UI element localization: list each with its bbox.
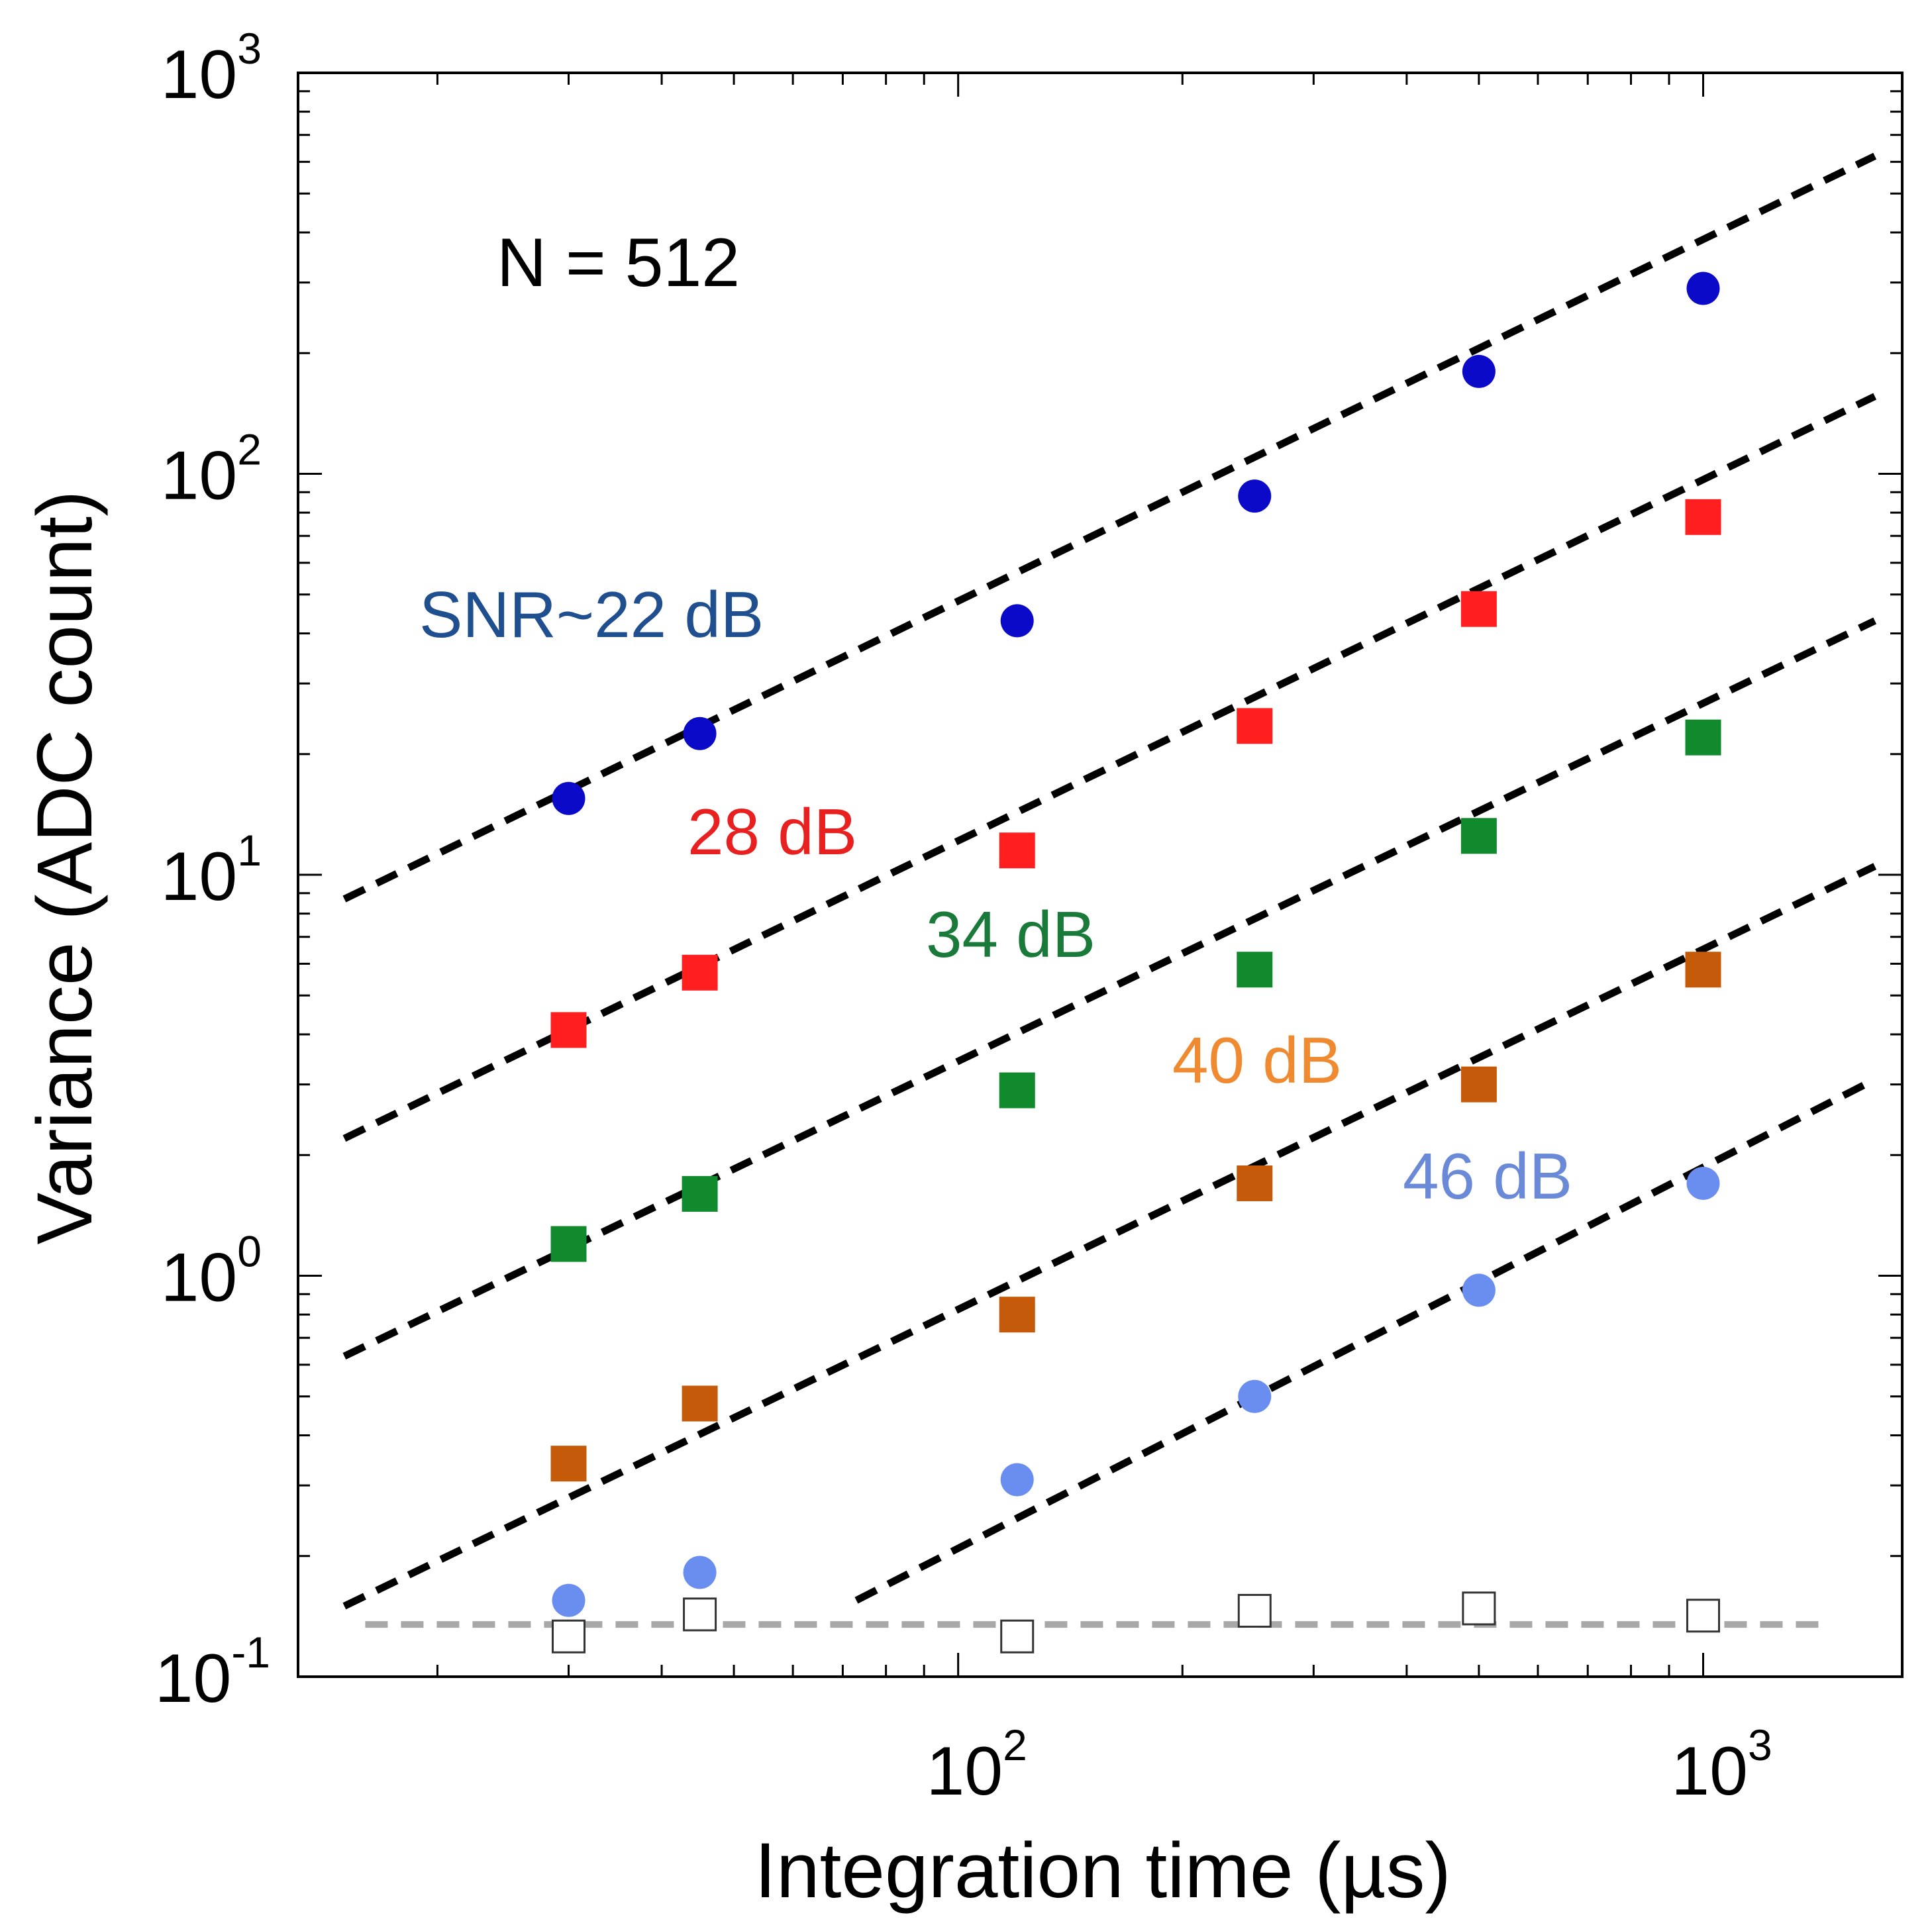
x-tick-label: 103 [1671,1720,1772,1810]
x-tick-label: 102 [926,1720,1027,1810]
data-point [552,1619,586,1654]
data-point [999,1297,1035,1333]
series-label-40db: 40 dB [1172,1024,1342,1097]
data-points [550,272,1721,1654]
data-point [1460,591,1497,627]
tick-labels: 102 103 10-1 100 101 102 103 [155,24,1772,1810]
y-tick-label: 10-1 [155,1628,270,1717]
data-point [1000,1619,1035,1654]
data-point [1238,479,1272,513]
data-point [683,717,717,750]
data-point [1685,952,1721,988]
data-point [550,1226,587,1262]
data-point [682,1175,718,1212]
fit-lines [342,152,1877,1610]
sample-size-annotation: N = 512 [497,224,740,301]
data-point [683,1556,717,1589]
data-point [1000,1463,1034,1497]
y-axis-title: Variance (ADC count) [21,491,109,1245]
y-tick-label: 103 [161,24,262,113]
series-label-46db: 46 dB [1403,1140,1572,1212]
data-point [550,1012,587,1048]
plot-frame [297,72,1904,1678]
data-point [1462,1591,1496,1626]
data-point [999,832,1035,869]
data-point [1237,952,1273,988]
data-point [1462,1273,1496,1307]
data-point [683,1597,717,1632]
data-point [1686,1599,1720,1633]
data-point [1460,1066,1497,1103]
y-tick-label: 101 [161,826,262,915]
data-point [1686,1166,1720,1200]
data-point [1462,354,1496,388]
data-point [552,1583,585,1617]
y-tick-label: 100 [161,1227,262,1316]
data-point [1686,272,1720,305]
series-label-28db: 28 dB [687,795,857,868]
data-point [1238,1379,1272,1413]
data-point [1460,818,1497,854]
x-axis-title: Integration time (µs) [754,1827,1451,1914]
data-point [552,781,585,815]
data-point [550,1446,587,1482]
data-point [1685,719,1721,756]
fit-line [854,1081,1867,1604]
fit-line [342,863,1877,1610]
series-label-snr-22db: SNR~22 dB [419,578,764,651]
data-point [1000,604,1034,638]
series-label-34db: 34 dB [926,898,1095,971]
data-point [682,1385,718,1422]
data-point [1685,499,1721,535]
y-tick-label: 102 [161,425,262,515]
data-point [1237,1165,1273,1201]
data-point [682,954,718,991]
data-point [1237,708,1273,744]
data-point [999,1072,1035,1109]
ticks-layer [298,72,1902,1678]
data-point [1237,1593,1272,1628]
fit-line [342,617,1877,1360]
